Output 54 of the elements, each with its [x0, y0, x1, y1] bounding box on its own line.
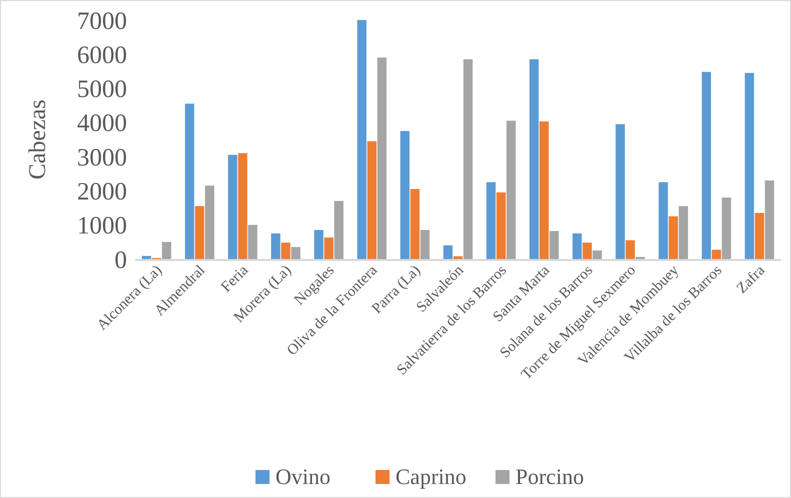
- bar: [357, 20, 366, 259]
- bar: [658, 182, 668, 259]
- bar: [754, 212, 764, 259]
- y-tick-label: 4000: [77, 110, 127, 138]
- bar: [142, 256, 152, 259]
- bar: [400, 130, 410, 259]
- bar: [162, 242, 172, 259]
- bar: [194, 206, 204, 259]
- bar: [764, 180, 774, 259]
- bar: [367, 141, 376, 259]
- y-tick-label: 6000: [77, 42, 127, 69]
- bar: [271, 233, 280, 259]
- bar: [205, 186, 214, 259]
- y-tick-label: 0: [114, 246, 127, 274]
- bar: [184, 104, 194, 259]
- bar: [744, 72, 754, 259]
- y-tick-label: 7000: [77, 8, 127, 35]
- y-tick-label: 2000: [77, 178, 127, 206]
- bar: [291, 247, 300, 259]
- bar: [324, 237, 334, 259]
- bar: [626, 240, 635, 259]
- bar: [496, 192, 506, 259]
- legend-label: Ovino: [276, 464, 330, 489]
- y-axis-title: Cabezas: [25, 100, 51, 180]
- bar: [712, 250, 722, 259]
- y-tick-label: 3000: [77, 144, 127, 172]
- bar: [248, 224, 258, 259]
- bar: [572, 233, 582, 259]
- bar: [678, 206, 688, 259]
- bar: [377, 58, 387, 259]
- bar: [486, 182, 496, 259]
- bar: [550, 231, 559, 259]
- bar: [420, 230, 430, 259]
- bar: [238, 153, 248, 259]
- bar: [616, 124, 625, 259]
- y-tick-label: 5000: [77, 76, 127, 104]
- legend-label: Caprino: [396, 464, 466, 489]
- bar: [722, 198, 732, 259]
- bar: [668, 216, 678, 259]
- bar: [540, 121, 549, 259]
- bar: [443, 245, 453, 259]
- bar: [334, 200, 344, 259]
- bar: [314, 230, 324, 259]
- legend-label: Porcino: [516, 464, 584, 489]
- bar: [410, 189, 420, 259]
- bar: [281, 242, 290, 259]
- bar: [506, 120, 516, 259]
- bar: [592, 250, 602, 259]
- y-tick-label: 1000: [77, 212, 127, 240]
- bar: [702, 72, 711, 259]
- bar: [582, 242, 592, 259]
- bar: [529, 59, 539, 259]
- bar: [463, 59, 473, 259]
- bar: [228, 154, 238, 259]
